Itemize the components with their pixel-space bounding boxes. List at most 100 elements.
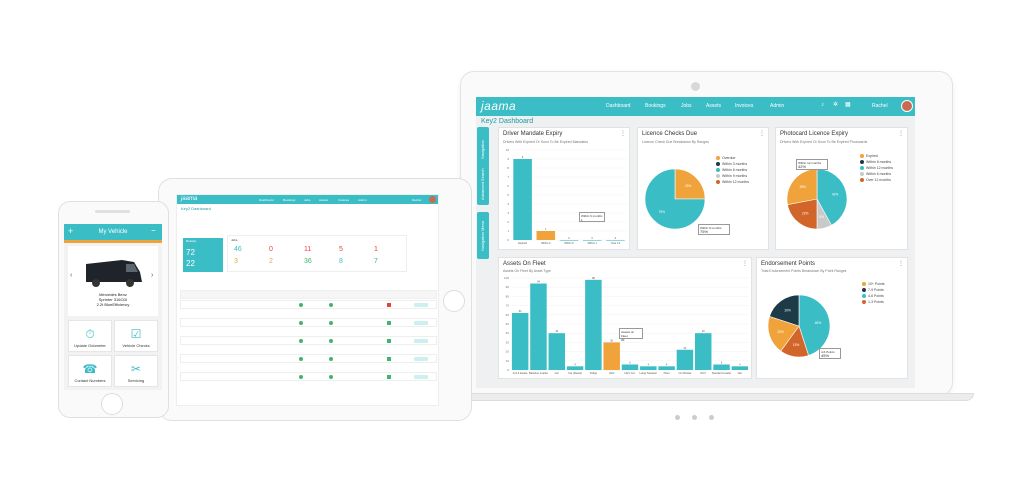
nav-assets[interactable]: Assets [706, 103, 722, 109]
bar[interactable] [713, 364, 730, 370]
nav-invoices[interactable]: Invoices [735, 103, 754, 109]
legend-item[interactable]: 1-3 Points [862, 300, 884, 305]
legend-item[interactable]: Expired [860, 154, 878, 159]
bar[interactable] [676, 349, 694, 370]
bar[interactable] [606, 240, 625, 241]
nav-dashboard[interactable]: Dashboard [259, 198, 274, 202]
legend-item[interactable]: Over 12 months [860, 178, 891, 183]
bar[interactable] [658, 366, 675, 370]
bar[interactable] [582, 240, 602, 241]
bar[interactable] [640, 366, 657, 370]
legend-item[interactable]: Within 6 months [716, 168, 747, 173]
side-tab-advanced-search[interactable]: Advanced Search [477, 163, 489, 205]
row-action-button[interactable] [414, 339, 428, 343]
legend-item[interactable]: Overdue [716, 156, 735, 161]
legend-item[interactable]: Within 12 months [860, 166, 893, 171]
chevron-left-icon[interactable]: ‹ [70, 272, 73, 279]
row-action-button[interactable] [414, 321, 428, 325]
legend-item[interactable]: Within 6 months [860, 172, 891, 177]
stat-value[interactable]: 7 [374, 258, 378, 265]
document-icon[interactable] [387, 339, 391, 343]
table-row[interactable] [180, 336, 437, 345]
row-action-button[interactable] [414, 303, 428, 307]
nav-jobs[interactable]: Jobs [304, 198, 311, 202]
nav-bookings[interactable]: Bookings [645, 103, 666, 109]
stat-value[interactable]: 11 [304, 246, 312, 253]
stat-value[interactable]: 36 [304, 258, 312, 265]
document-icon[interactable] [387, 357, 391, 361]
vehicle-checks-tile[interactable]: ☑ Vehicle Checks [114, 320, 158, 352]
jaama-logo[interactable]: jaama [481, 99, 517, 113]
pie-slice[interactable] [767, 316, 800, 352]
pie-slice[interactable] [798, 294, 831, 356]
pie-slice[interactable] [787, 198, 818, 230]
card-menu-icon[interactable]: ⋮ [898, 131, 904, 137]
pie-slice[interactable] [674, 168, 706, 200]
pie-slice[interactable] [769, 294, 800, 327]
legend-item[interactable]: 10+ Points [862, 282, 885, 287]
document-icon[interactable] [387, 321, 391, 325]
stat-value[interactable]: 5 [339, 246, 343, 253]
legend-item[interactable]: Within 9 months [716, 174, 747, 179]
nav-invoices[interactable]: Invoices [338, 198, 350, 202]
table-row[interactable] [180, 300, 437, 309]
stat-value[interactable]: 8 [339, 258, 343, 265]
document-icon[interactable] [387, 375, 391, 379]
bell-icon[interactable]: ♪ [821, 102, 824, 108]
bar[interactable] [548, 333, 566, 370]
table-row[interactable] [180, 372, 437, 381]
nav-dashboard[interactable]: Dashboard [606, 103, 631, 109]
bar[interactable] [694, 333, 712, 370]
legend-item[interactable]: 7-9 Points [862, 288, 884, 293]
jaama-logo[interactable]: jaama [181, 196, 198, 202]
nav-admin[interactable]: Admin [358, 198, 367, 202]
table-row[interactable] [180, 318, 437, 327]
bar[interactable] [621, 364, 639, 370]
chevron-right-icon[interactable]: › [151, 272, 154, 279]
contact-numbers-tile[interactable]: ☎ Contact Numbers [68, 355, 112, 387]
gear-icon[interactable]: ✲ [833, 102, 839, 108]
nav-jobs[interactable]: Jobs [681, 103, 692, 109]
legend-item[interactable]: Within 3 months [716, 162, 747, 167]
bar[interactable] [511, 312, 529, 370]
stat-value[interactable]: 3 [234, 258, 238, 265]
nav-admin[interactable]: Admin [770, 103, 785, 109]
card-menu-icon[interactable]: ⋮ [620, 131, 626, 137]
row-action-button[interactable] [414, 357, 428, 361]
bar[interactable] [566, 366, 584, 370]
stat-value[interactable]: 1 [374, 246, 378, 253]
bar[interactable] [731, 366, 749, 370]
legend-item[interactable]: 4-6 Points [862, 294, 884, 299]
stat-value[interactable]: 46 [234, 246, 242, 253]
user-name[interactable]: Rachel [412, 198, 422, 202]
side-tab-navigation-menu[interactable]: Navigation Menu [477, 212, 489, 259]
bar[interactable] [585, 279, 602, 370]
card-menu-icon[interactable]: ⋮ [742, 261, 748, 267]
bar[interactable] [513, 159, 532, 240]
pie-slice[interactable] [644, 168, 706, 230]
bar[interactable] [603, 342, 620, 370]
card-menu-icon[interactable]: ⋮ [759, 131, 765, 137]
bar[interactable] [536, 231, 556, 240]
stat-value[interactable]: 0 [269, 246, 273, 253]
bookings-tile[interactable]: Bookings 72 22 [183, 238, 223, 272]
bar[interactable] [559, 240, 579, 241]
user-name[interactable]: Rachel [872, 103, 888, 109]
bar[interactable] [530, 283, 547, 370]
tablet-home-button[interactable] [443, 290, 465, 312]
nav-assets[interactable]: Assets [319, 198, 329, 202]
add-icon[interactable]: + [68, 226, 74, 236]
avatar[interactable] [429, 196, 436, 203]
update-odometer-tile[interactable]: ⏱ Update Odometer [68, 320, 112, 352]
phone-home-button[interactable] [101, 393, 123, 415]
legend-item[interactable]: Within 12 months [716, 180, 749, 185]
nav-bookings[interactable]: Bookings [283, 198, 296, 202]
table-row[interactable] [180, 354, 437, 363]
avatar[interactable] [901, 100, 913, 112]
servicing-tile[interactable]: ✂ Servicing [114, 355, 158, 387]
row-action-button[interactable] [414, 375, 428, 379]
document-icon[interactable] [387, 303, 391, 307]
card-menu-icon[interactable]: ⋮ [898, 261, 904, 267]
legend-item[interactable]: Within 6 months [860, 160, 891, 165]
stat-value[interactable]: 2 [269, 258, 273, 265]
